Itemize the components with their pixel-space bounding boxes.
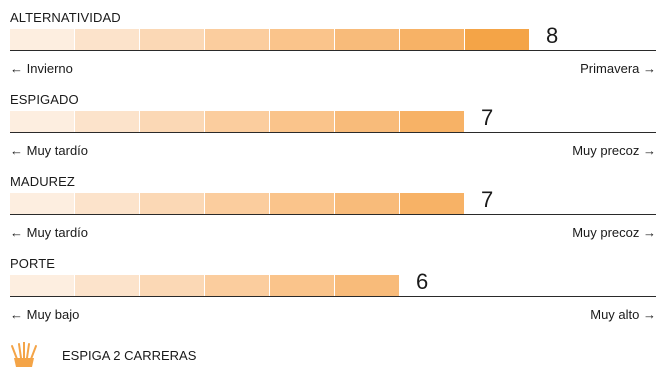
scale-segment <box>75 275 139 296</box>
rating-scale <box>10 111 465 132</box>
feature-label: ESPIGA 2 CARRERAS <box>62 347 197 363</box>
rating-porte: PORTE 6 ← Muy bajo Muy alto → <box>10 256 656 338</box>
rating-madurez: MADUREZ 7 ← Muy tardío Muy precoz → <box>10 174 656 256</box>
scale-segment <box>270 111 334 132</box>
scale-segment <box>75 29 139 50</box>
rating-value: 7 <box>481 105 494 130</box>
rating-scale <box>10 29 530 50</box>
crown-icon <box>11 342 37 367</box>
scale-segment <box>465 29 529 50</box>
rating-value: 6 <box>416 269 429 294</box>
scale-segment <box>75 193 139 214</box>
scale-low-label: ← Invierno <box>10 61 73 76</box>
rating-title: PORTE <box>10 256 56 271</box>
feature-footer: ESPIGA 2 CARRERAS <box>10 342 196 368</box>
scale-high-label: Muy precoz → <box>572 143 656 158</box>
scale-segment <box>10 29 74 50</box>
scale-segment <box>140 29 204 50</box>
rating-scale <box>10 275 400 296</box>
scale-segment <box>140 193 204 214</box>
scale-segment <box>335 275 399 296</box>
scale-segment <box>205 275 269 296</box>
scale-segment <box>270 193 334 214</box>
scale-low-label: ← Muy tardío <box>10 143 89 158</box>
scale-segment <box>270 275 334 296</box>
scale-segment <box>205 193 269 214</box>
scale-segment <box>75 111 139 132</box>
rating-value: 7 <box>481 187 494 212</box>
baseline <box>10 296 656 297</box>
scale-segment <box>10 275 74 296</box>
scale-high-label: Muy precoz → <box>572 225 656 240</box>
scale-segment <box>335 111 399 132</box>
scale-segment <box>10 111 74 132</box>
baseline <box>10 214 656 215</box>
scale-segment <box>205 111 269 132</box>
rating-title: ESPIGADO <box>10 92 79 107</box>
baseline <box>10 132 656 133</box>
scale-segment <box>140 275 204 296</box>
baseline <box>10 50 656 51</box>
scale-segment <box>140 111 204 132</box>
rating-title: MADUREZ <box>10 174 75 189</box>
rating-scale <box>10 193 465 214</box>
scale-segment <box>400 29 464 50</box>
rating-alternatividad: ALTERNATIVIDAD 8 ← Invierno Primavera → <box>10 10 656 92</box>
scale-high-label: Primavera → <box>580 61 656 76</box>
scale-segment <box>205 29 269 50</box>
scale-low-label: ← Muy tardío <box>10 225 89 240</box>
scale-segment <box>270 29 334 50</box>
scale-low-label: ← Muy bajo <box>10 307 80 322</box>
scale-segment <box>335 193 399 214</box>
scale-high-label: Muy alto → <box>590 307 656 322</box>
scale-segment <box>335 29 399 50</box>
scale-segment <box>10 193 74 214</box>
scale-segment <box>400 193 464 214</box>
rating-value: 8 <box>546 23 559 48</box>
scale-segment <box>400 111 464 132</box>
rating-title: ALTERNATIVIDAD <box>10 10 121 25</box>
rating-espigado: ESPIGADO 7 ← Muy tardío Muy precoz → <box>10 92 656 174</box>
